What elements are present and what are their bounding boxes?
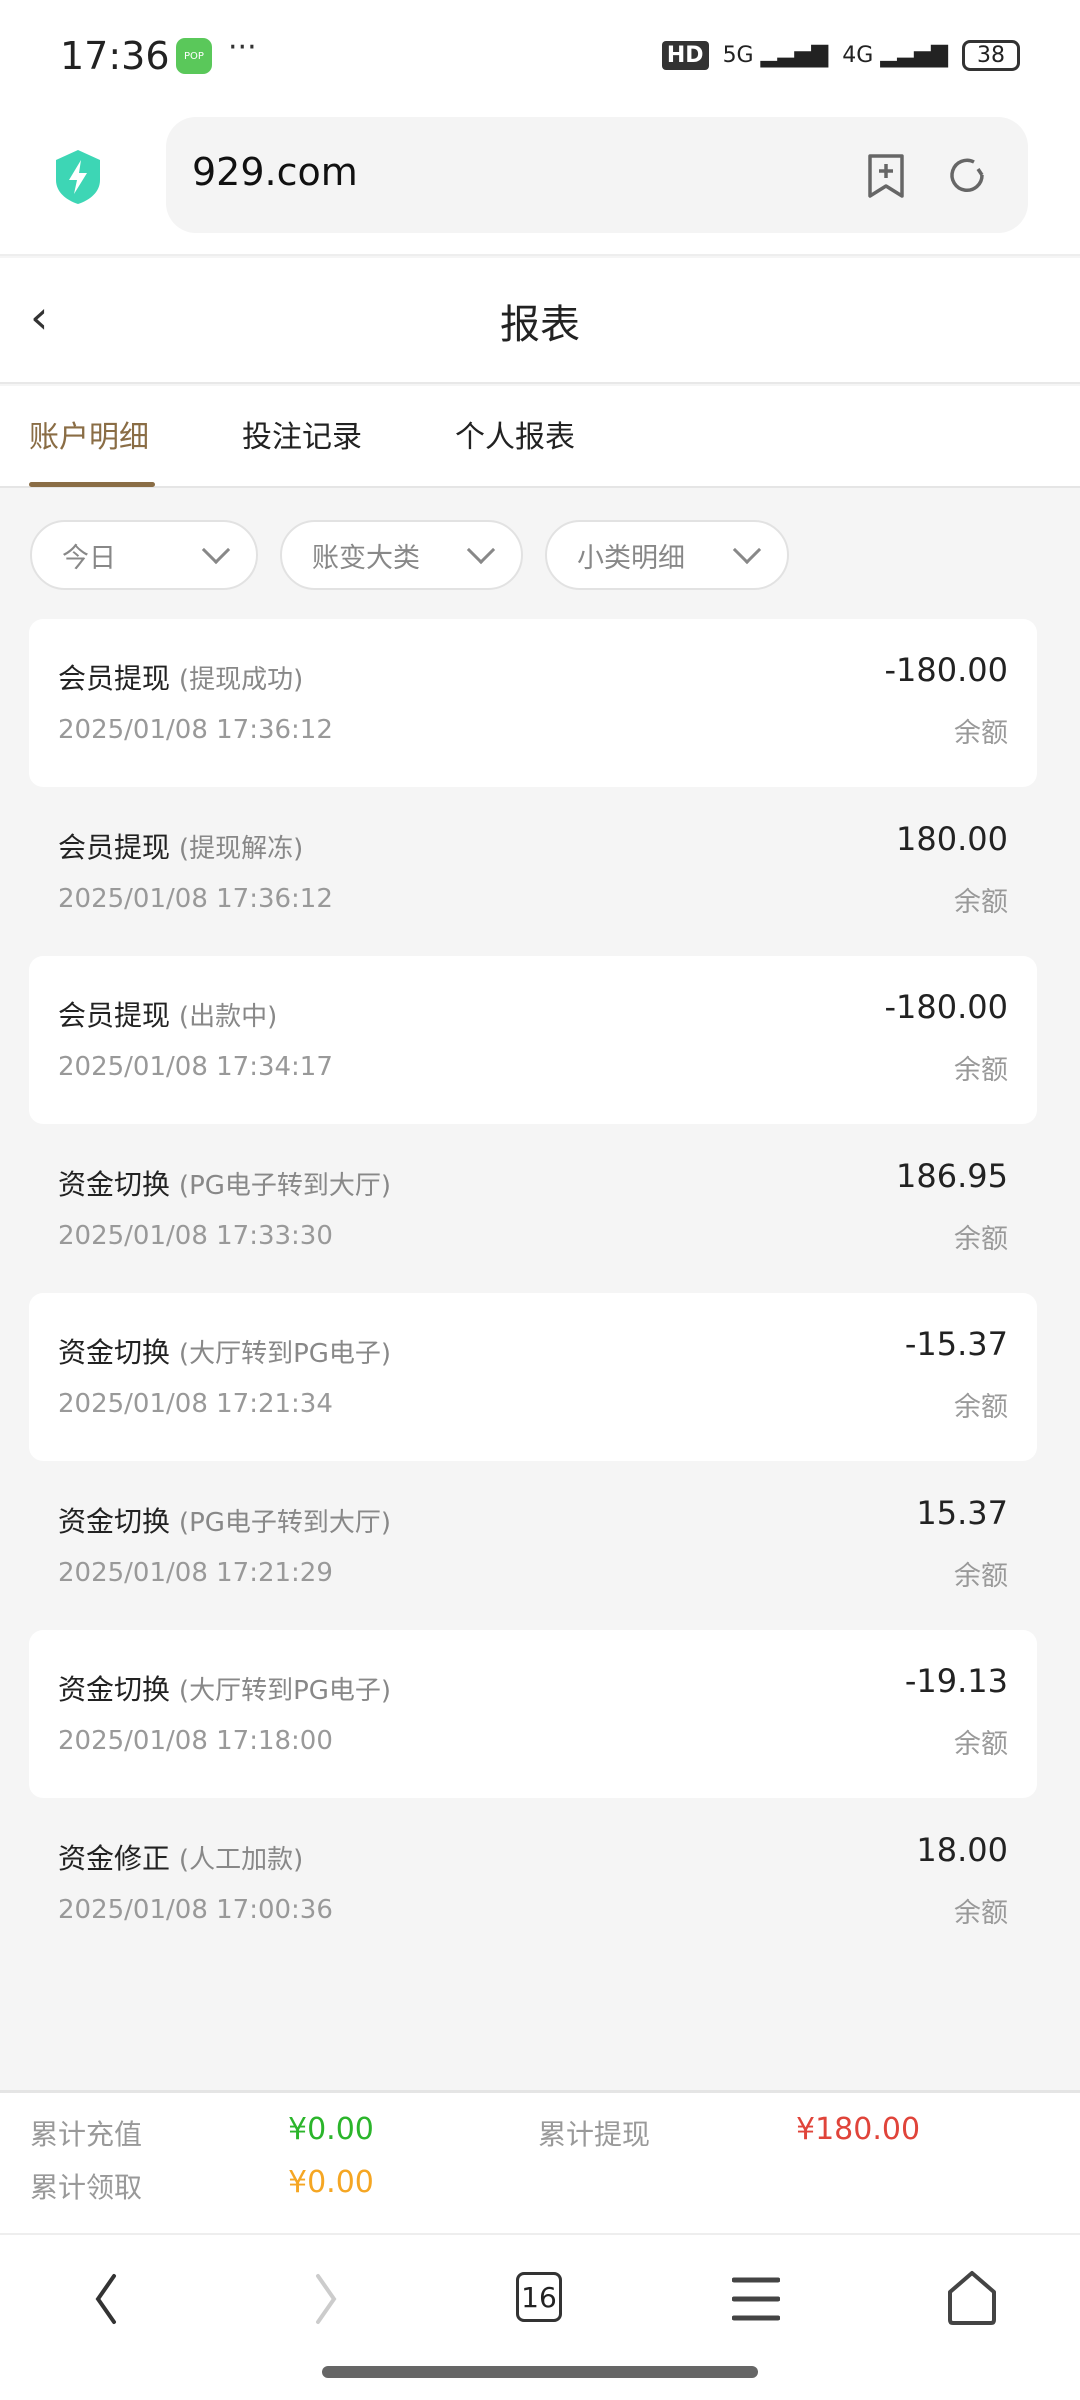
record-amount: -19.13 bbox=[904, 1662, 1008, 1700]
record-subtype: (大厅转到PG电子) bbox=[178, 1339, 392, 1369]
gesture-home-indicator[interactable] bbox=[322, 2366, 758, 2378]
add-bookmark-icon[interactable] bbox=[866, 152, 906, 200]
record-amount: -15.37 bbox=[904, 1325, 1008, 1363]
pop-app-icon: POP bbox=[176, 38, 212, 74]
record-balance-label: 余额 bbox=[954, 1897, 1008, 1929]
record-balance-label: 余额 bbox=[954, 886, 1008, 918]
record-subtype: (提现成功) bbox=[178, 665, 304, 695]
record-subtype: (PG电子转到大厅) bbox=[178, 1170, 392, 1201]
tabs-button[interactable]: 16 bbox=[516, 2272, 562, 2322]
record-type: 会员提现 (提现成功) bbox=[58, 662, 304, 695]
record-subtype: (大厅转到PG电子) bbox=[178, 1676, 392, 1706]
filter-subcategory[interactable]: 小类明细 bbox=[545, 520, 789, 590]
chevron-down-icon bbox=[466, 535, 496, 565]
security-shield-icon[interactable] bbox=[56, 150, 100, 204]
signal-4g-icon: 4G ▂▃▅▇ bbox=[842, 43, 948, 68]
nav-forward-icon[interactable] bbox=[310, 2272, 342, 2326]
total-withdraw-value: ¥180.00 bbox=[796, 2112, 921, 2147]
record-type: 会员提现 (出款中) bbox=[58, 999, 278, 1032]
record-type: 资金切换 (大厅转到PG电子) bbox=[58, 1673, 392, 1706]
battery-icon: 38 bbox=[962, 40, 1020, 71]
record-subtype: (人工加款) bbox=[178, 1844, 304, 1875]
record-amount: -180.00 bbox=[884, 651, 1008, 689]
record-balance-label: 余额 bbox=[954, 1055, 1008, 1086]
page-header bbox=[0, 258, 1080, 384]
more-notifications-icon: ··· bbox=[228, 30, 257, 65]
record-amount: -180.00 bbox=[884, 988, 1008, 1026]
record-balance-label: 余额 bbox=[954, 1560, 1008, 1592]
home-icon[interactable] bbox=[946, 2270, 998, 2326]
record-time: 2025/01/08 17:33:30 bbox=[58, 1220, 333, 1251]
total-claim-label: 累计领取 bbox=[30, 2171, 143, 2204]
active-tab-indicator bbox=[29, 482, 155, 487]
tab-bet-records[interactable]: 投注记录 bbox=[242, 420, 362, 455]
record-time: 2025/01/08 17:21:29 bbox=[58, 1557, 333, 1588]
filter-label: 小类明细 bbox=[577, 542, 685, 574]
record-type: 资金切换 (PG电子转到大厅) bbox=[58, 1167, 392, 1201]
page-title: 报表 bbox=[500, 302, 580, 348]
system-icons: HD 5G ▂▃▅▇ 4G ▂▃▅▇ 38 bbox=[661, 40, 1020, 71]
record-time: 2025/01/08 17:21:34 bbox=[58, 1389, 333, 1419]
record-amount: 18.00 bbox=[916, 1830, 1008, 1869]
record-type: 会员提现 (提现解冻) bbox=[58, 830, 304, 864]
record-row[interactable]: 资金切换 (大厅转到PG电子) 2025/01/08 17:21:34 -15.… bbox=[29, 1293, 1037, 1461]
total-withdraw-label: 累计提现 bbox=[538, 2118, 651, 2151]
record-row[interactable]: 会员提现 (出款中) 2025/01/08 17:34:17 -180.00 余… bbox=[29, 956, 1037, 1124]
tab-bar bbox=[0, 386, 1080, 488]
record-row[interactable]: 资金修正 (人工加款) 2025/01/08 17:00:36 18.00 余额 bbox=[29, 1799, 1037, 1967]
total-recharge-label: 累计充值 bbox=[30, 2118, 143, 2151]
total-recharge-value: ¥0.00 bbox=[288, 2112, 374, 2147]
record-time: 2025/01/08 17:34:17 bbox=[58, 1052, 333, 1082]
record-type: 资金切换 (大厅转到PG电子) bbox=[58, 1336, 392, 1369]
record-row[interactable]: 资金切换 (PG电子转到大厅) 2025/01/08 17:21:29 15.3… bbox=[29, 1462, 1037, 1630]
record-amount: 180.00 bbox=[896, 819, 1008, 858]
total-claim-value: ¥0.00 bbox=[288, 2165, 374, 2200]
record-type: 资金切换 (PG电子转到大厅) bbox=[58, 1504, 392, 1538]
url-text[interactable]: 929.com bbox=[192, 150, 358, 194]
chevron-down-icon bbox=[732, 535, 762, 565]
record-balance-label: 余额 bbox=[954, 1223, 1008, 1255]
record-type: 资金修正 (人工加款) bbox=[58, 1841, 304, 1875]
tab-personal-report[interactable]: 个人报表 bbox=[455, 420, 575, 455]
filter-label: 今日 bbox=[62, 542, 116, 574]
filter-category[interactable]: 账变大类 bbox=[280, 520, 523, 590]
record-amount: 15.37 bbox=[916, 1493, 1008, 1532]
signal-5g-icon: 5G ▂▃▅▇ bbox=[722, 43, 829, 68]
record-row[interactable]: 资金切换 (PG电子转到大厅) 2025/01/08 17:33:30 186.… bbox=[29, 1125, 1037, 1293]
record-row[interactable]: 会员提现 (提现成功) 2025/01/08 17:36:12 -180.00 … bbox=[29, 619, 1037, 787]
tab-account-details[interactable]: 账户明细 bbox=[29, 420, 149, 455]
record-balance-label: 余额 bbox=[954, 718, 1008, 749]
filter-label: 账变大类 bbox=[312, 542, 420, 574]
menu-icon[interactable] bbox=[732, 2276, 780, 2322]
record-subtype: (提现解冻) bbox=[178, 833, 304, 864]
record-time: 2025/01/08 17:18:00 bbox=[58, 1726, 333, 1756]
back-button[interactable]: ‹ bbox=[30, 290, 49, 344]
record-subtype: (出款中) bbox=[178, 1002, 278, 1032]
record-amount: 186.95 bbox=[896, 1156, 1008, 1195]
record-time: 2025/01/08 17:36:12 bbox=[58, 715, 333, 745]
record-balance-label: 余额 bbox=[954, 1729, 1008, 1760]
record-subtype: (PG电子转到大厅) bbox=[178, 1507, 392, 1538]
reload-icon[interactable] bbox=[946, 154, 988, 196]
clock: 17:36 bbox=[60, 34, 170, 78]
chevron-down-icon bbox=[201, 535, 231, 565]
hd-voice-icon: HD bbox=[661, 41, 709, 70]
record-time: 2025/01/08 17:00:36 bbox=[58, 1894, 333, 1925]
record-row[interactable]: 会员提现 (提现解冻) 2025/01/08 17:36:12 180.00 余… bbox=[29, 788, 1037, 956]
record-row[interactable]: 资金切换 (大厅转到PG电子) 2025/01/08 17:18:00 -19.… bbox=[29, 1630, 1037, 1798]
filter-date[interactable]: 今日 bbox=[30, 520, 258, 590]
summary-bar bbox=[0, 2090, 1080, 2233]
record-balance-label: 余额 bbox=[954, 1392, 1008, 1423]
record-time: 2025/01/08 17:36:12 bbox=[58, 883, 333, 914]
nav-back-icon[interactable] bbox=[90, 2272, 122, 2326]
